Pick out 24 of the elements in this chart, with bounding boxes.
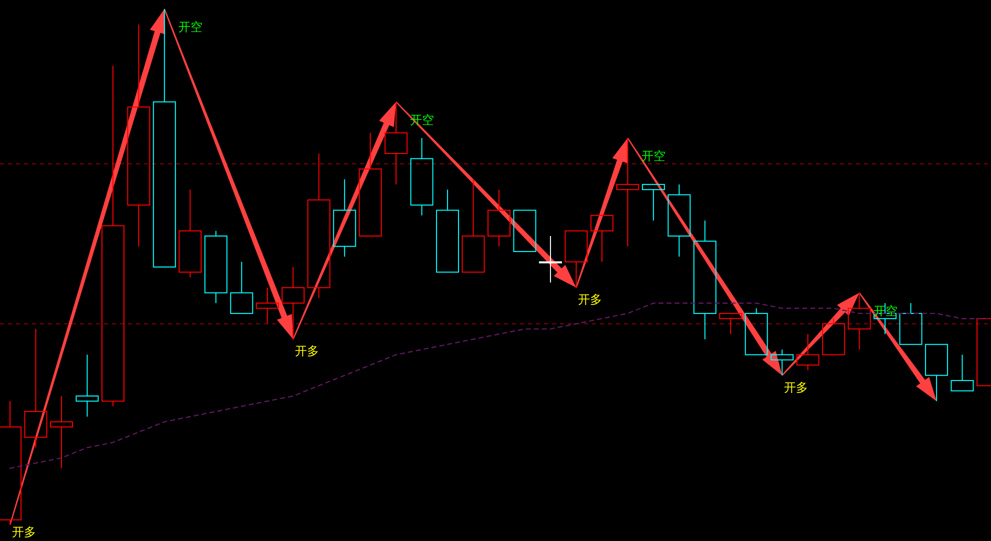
- candlestick: [616, 138, 640, 247]
- annotation: 开多: [578, 292, 602, 307]
- candlestick: [256, 287, 279, 324]
- candlestick: [410, 138, 434, 216]
- candlestick: [384, 101, 408, 185]
- candlestick: [50, 396, 73, 469]
- candlestick: [24, 328, 48, 448]
- annotation: 开空: [642, 149, 666, 163]
- candlestick: [333, 178, 356, 258]
- candlestick: [282, 266, 305, 340]
- candlestick: [127, 24, 150, 247]
- candlestick: [178, 189, 202, 278]
- annotation: 开空: [178, 20, 202, 34]
- candlestick: [101, 65, 124, 407]
- candlestick: [538, 236, 562, 283]
- candlestick: [668, 184, 691, 258]
- annotation: 开多: [295, 344, 320, 358]
- annotation: 开多: [784, 380, 808, 394]
- candlestick: [76, 354, 99, 418]
- annotation: 开多: [12, 525, 36, 539]
- candlestick: [693, 220, 716, 340]
- candlestick: [848, 292, 871, 350]
- candlestick: [488, 189, 510, 247]
- candlestick: [307, 152, 330, 298]
